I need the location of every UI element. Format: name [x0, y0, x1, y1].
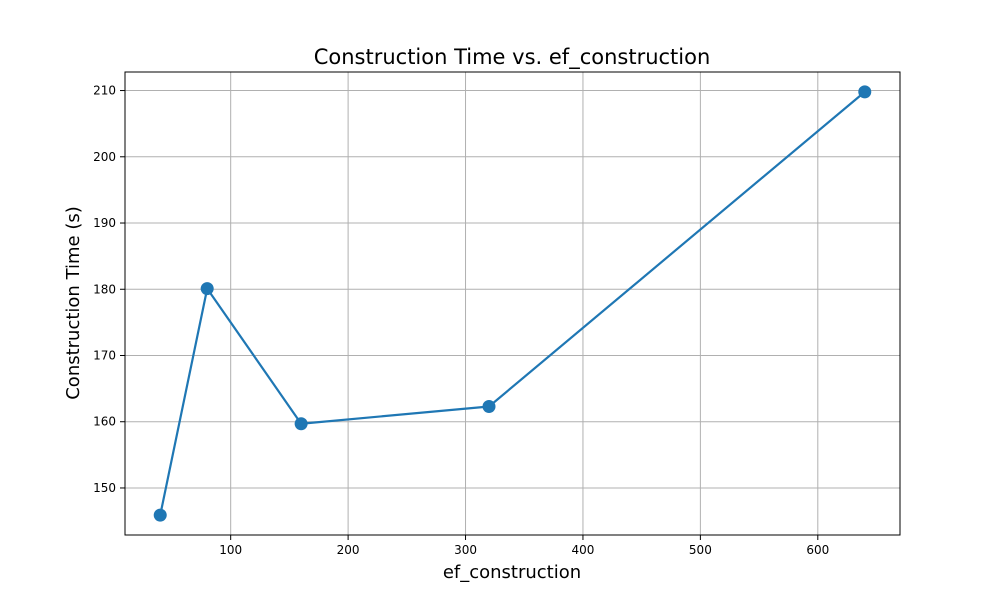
y-tick-label: 180 — [93, 282, 116, 296]
y-tick-label: 210 — [93, 84, 116, 98]
data-point — [200, 282, 214, 296]
data-point — [153, 508, 167, 522]
data-point — [858, 85, 872, 99]
axis-ticks: 100 200 300 400 500 600 150 160 170 180 190 200 210 — [93, 84, 829, 557]
chart-title: Construction Time vs. ef_construction — [314, 45, 711, 70]
y-tick-label: 190 — [93, 216, 116, 230]
x-tick-label: 500 — [689, 543, 712, 557]
x-tick-label: 400 — [572, 543, 595, 557]
x-tick-label: 600 — [806, 543, 829, 557]
data-point — [482, 399, 496, 413]
y-tick-label: 170 — [93, 348, 116, 362]
y-tick-label: 200 — [93, 150, 116, 164]
plot-area-frame — [124, 71, 901, 536]
y-tick-label: 150 — [93, 481, 116, 495]
grid — [125, 72, 900, 535]
data-point — [294, 417, 308, 431]
x-tick-label: 100 — [219, 543, 242, 557]
series-line — [159, 91, 866, 516]
data-series — [153, 85, 872, 522]
y-tick-label: 160 — [93, 415, 116, 429]
x-axis-label: ef_construction — [443, 562, 581, 583]
x-tick-label: 300 — [454, 543, 477, 557]
y-axis-label: Construction Time (s) — [63, 206, 84, 400]
x-tick-label: 200 — [337, 543, 360, 557]
